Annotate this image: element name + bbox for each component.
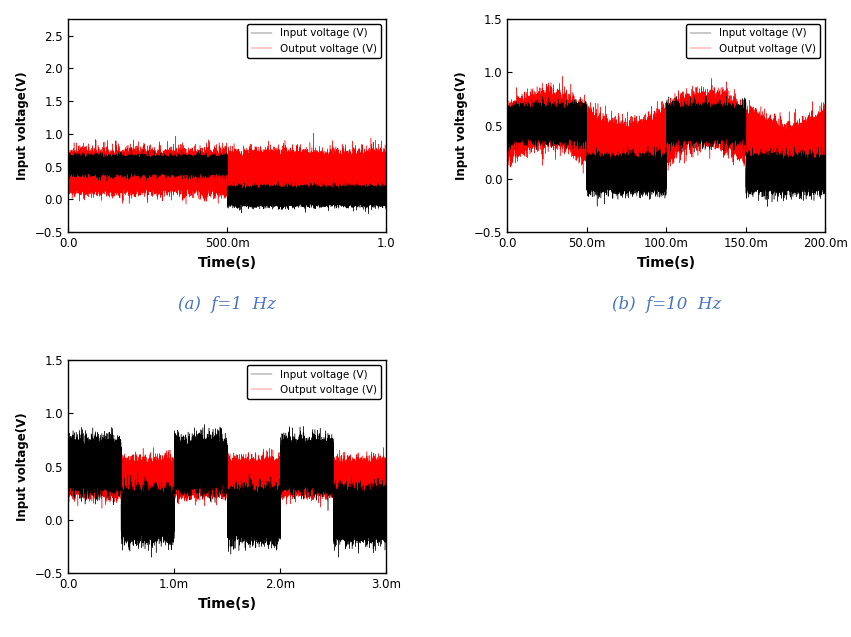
Output voltage (V)	[741, 114, 751, 122]
Output voltage (V)	[114, 441, 124, 449]
Output voltage (V)	[266, 510, 277, 517]
Output voltage (V)	[302, 157, 312, 165]
Output voltage (V)	[785, 192, 795, 199]
Input voltage (V)	[99, 162, 109, 170]
Output voltage (V)	[322, 172, 332, 180]
Input voltage (V)	[784, 166, 794, 173]
Input voltage (V)	[345, 192, 355, 200]
Y-axis label: Input voltage(V): Input voltage(V)	[455, 71, 468, 180]
Output voltage (V)	[345, 463, 355, 471]
Input voltage (V)	[345, 505, 355, 513]
Output voltage (V)	[538, 113, 548, 121]
Output voltage (V)	[63, 451, 73, 459]
Input voltage (V)	[99, 442, 109, 450]
Output voltage (V)	[334, 468, 344, 476]
Input voltage (V)	[199, 420, 209, 428]
Legend: Input voltage (V), Output voltage (V): Input voltage (V), Output voltage (V)	[247, 24, 381, 58]
Output voltage (V)	[345, 164, 355, 171]
Input voltage (V)	[334, 195, 344, 203]
X-axis label: Time(s): Time(s)	[197, 597, 257, 611]
Output voltage (V)	[165, 174, 175, 182]
Input voltage (V)	[381, 166, 391, 173]
Line: Output voltage (V): Output voltage (V)	[68, 133, 386, 206]
Output voltage (V)	[63, 162, 73, 170]
Output voltage (V)	[784, 140, 794, 148]
Input voltage (V)	[820, 113, 831, 121]
Text: (a)  f=1  Hz: (a) f=1 Hz	[179, 296, 276, 313]
Input voltage (V)	[63, 448, 73, 456]
Input voltage (V)	[761, 169, 771, 176]
Input voltage (V)	[302, 464, 312, 472]
Input voltage (V)	[126, 144, 136, 152]
Y-axis label: Input voltage(V): Input voltage(V)	[16, 71, 29, 180]
Line: Input voltage (V): Input voltage (V)	[507, 96, 825, 206]
Input voltage (V)	[322, 456, 332, 464]
Input voltage (V)	[502, 109, 512, 117]
Output voltage (V)	[334, 169, 344, 177]
Legend: Input voltage (V), Output voltage (V): Input voltage (V), Output voltage (V)	[247, 366, 381, 399]
Output voltage (V)	[773, 152, 783, 159]
Legend: Input voltage (V), Output voltage (V): Input voltage (V), Output voltage (V)	[686, 24, 820, 58]
Line: Input voltage (V): Input voltage (V)	[68, 148, 386, 214]
Output voltage (V)	[381, 162, 391, 169]
Input voltage (V)	[165, 499, 175, 506]
Output voltage (V)	[302, 461, 312, 468]
Input voltage (V)	[773, 171, 783, 179]
Input voltage (V)	[604, 170, 614, 178]
Y-axis label: Input voltage(V): Input voltage(V)	[16, 412, 29, 521]
Output voltage (V)	[99, 169, 109, 176]
Input voltage (V)	[334, 519, 344, 526]
Line: Input voltage (V): Input voltage (V)	[68, 424, 386, 557]
Text: (b)  f=10  Hz: (b) f=10 Hz	[612, 296, 721, 313]
Line: Output voltage (V): Output voltage (V)	[507, 76, 825, 196]
Input voltage (V)	[63, 160, 73, 168]
X-axis label: Time(s): Time(s)	[197, 255, 257, 269]
Output voltage (V)	[231, 202, 241, 210]
Output voltage (V)	[820, 148, 831, 155]
Input voltage (V)	[165, 162, 175, 169]
Input voltage (V)	[322, 190, 332, 198]
Output voltage (V)	[99, 489, 109, 496]
Output voltage (V)	[502, 127, 512, 135]
Input voltage (V)	[302, 189, 312, 196]
Output voltage (V)	[165, 469, 175, 477]
Output voltage (V)	[557, 73, 568, 80]
Input voltage (V)	[381, 462, 391, 470]
Input voltage (V)	[741, 166, 751, 173]
Output voltage (V)	[309, 129, 319, 137]
X-axis label: Time(s): Time(s)	[637, 255, 696, 269]
Input voltage (V)	[538, 131, 548, 138]
Line: Output voltage (V): Output voltage (V)	[68, 445, 386, 513]
Input voltage (V)	[721, 92, 731, 100]
Output voltage (V)	[381, 480, 391, 487]
Output voltage (V)	[322, 472, 332, 480]
Input voltage (V)	[363, 210, 374, 218]
Input voltage (V)	[762, 203, 773, 210]
Output voltage (V)	[604, 135, 614, 143]
Input voltage (V)	[146, 554, 157, 561]
Output voltage (V)	[761, 146, 771, 154]
